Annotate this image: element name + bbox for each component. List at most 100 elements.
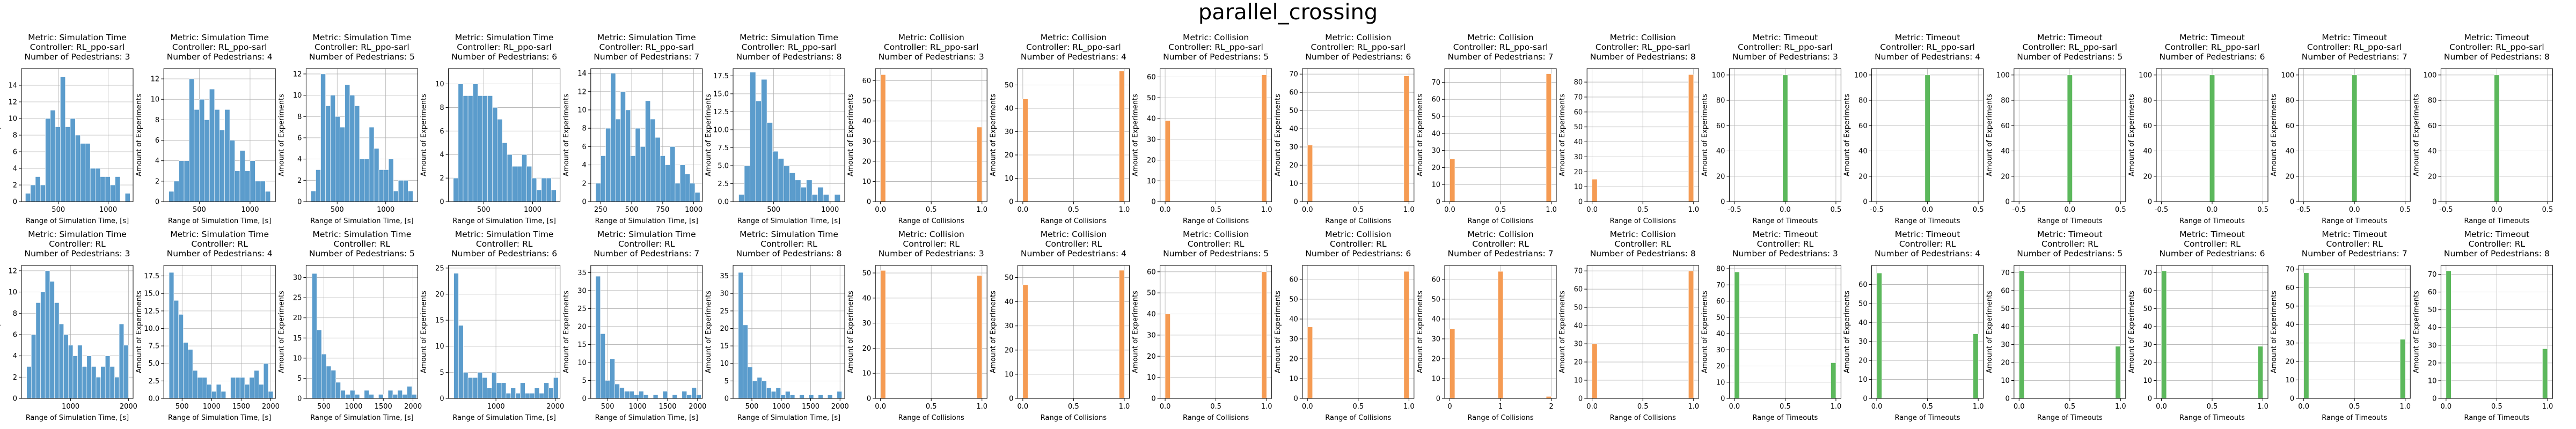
- x-tick-label: 0.0: [1871, 403, 1883, 411]
- histogram-bar: [808, 395, 814, 399]
- y-tick-label: 40: [2001, 323, 2010, 331]
- y-tick-label: 6: [13, 149, 17, 157]
- y-tick-label: 8: [13, 310, 17, 318]
- x-axis-label: Range of Simulation Time, [s]: [310, 217, 413, 225]
- x-tick-label: 0.5: [2399, 206, 2411, 214]
- x-tick-label: 1.0: [976, 206, 987, 214]
- panel-title-line: Number of Pedestrians: 4: [167, 249, 273, 258]
- y-tick-label: 40: [2001, 147, 2010, 156]
- y-tick-label: 30: [1289, 335, 1298, 343]
- histogram-bar: [1688, 270, 1694, 399]
- histogram-bar: [169, 191, 174, 202]
- y-tick-label: 10.0: [713, 126, 729, 134]
- histogram-bar: [259, 384, 264, 399]
- histogram-bar: [463, 95, 469, 202]
- x-tick-label: -0.5: [1870, 206, 1883, 214]
- panel-title-line: Number of Pedestrians: 3: [24, 52, 130, 62]
- panel-36: 0 10 20 30 40 50 60 70 0.0 0.5 1.0 Range of Timeout…: [2412, 230, 2553, 422]
- histogram-bar: [453, 273, 459, 399]
- histogram-bar: [65, 127, 71, 202]
- y-tick-label: 50: [1147, 94, 1156, 102]
- y-tick-label: 60: [2286, 122, 2295, 130]
- x-tick-label: 1000: [487, 403, 505, 411]
- x-axis-label: Range of Collisions: [1183, 414, 1249, 422]
- histogram-bar: [620, 91, 626, 202]
- y-axis-label: Amount of Experiments: [1132, 94, 1140, 176]
- histogram-bar: [250, 160, 255, 202]
- histogram-bar: [640, 146, 646, 202]
- histogram-bar: [507, 154, 513, 202]
- histogram-bar: [541, 177, 547, 202]
- y-tick-label: 60: [2286, 284, 2295, 292]
- histogram-bar: [245, 171, 251, 202]
- panel-title-line: Controller: RL_ppo-sarl: [599, 42, 694, 53]
- y-tick-label: 0: [1863, 395, 1867, 403]
- x-tick-label: 0.5: [2491, 403, 2502, 411]
- y-axis-label: Amount of Experiments: [705, 94, 713, 176]
- axes-frame: [163, 68, 276, 202]
- y-tick-label: 20: [2428, 173, 2437, 181]
- y-axis-label: Amount of Experiments: [2412, 94, 2420, 176]
- histogram-bar: [335, 116, 341, 202]
- y-tick-label: 40: [2286, 321, 2295, 329]
- histogram-bar: [72, 356, 78, 399]
- histogram-bar: [536, 189, 542, 202]
- histogram-bar: [54, 302, 60, 399]
- panel-27: 0 10 20 30 40 50 60 0.0 0.5 1.0 Range of Collision…: [1132, 230, 1272, 422]
- panel-title-line: Metric: Collision: [1325, 33, 1391, 42]
- panel-title-line: Number of Pedestrians: 8: [1590, 249, 1696, 258]
- panel-title-line: Metric: Timeout: [1753, 33, 1818, 42]
- x-axis-label: Range of Simulation Time, [s]: [26, 217, 129, 225]
- panel-title-line: Number of Pedestrians: 3: [1732, 249, 1838, 258]
- x-tick-label: 0.0: [1444, 206, 1455, 214]
- histogram-bar: [634, 394, 639, 399]
- histogram-bar: [1592, 179, 1598, 202]
- x-tick-label: 250: [594, 206, 608, 214]
- y-tick-label: 15: [577, 341, 587, 349]
- panel-35: 0 10 20 30 40 50 60 70 0.0 0.5 1.0 Range of Timeout…: [2270, 230, 2411, 422]
- panel-title-line: Controller: RL: [1614, 239, 1671, 249]
- histogram-bar: [1165, 314, 1170, 399]
- histogram-bar: [393, 190, 399, 202]
- histogram-bar: [105, 356, 111, 399]
- y-tick-label: 6: [13, 331, 17, 339]
- x-tick-label: 0.5: [1210, 206, 1221, 214]
- y-tick-label: 40: [2143, 323, 2152, 331]
- panel-title-line: Metric: Simulation Time: [28, 230, 127, 239]
- histogram-bar: [534, 388, 540, 399]
- histogram-bar: [453, 177, 459, 202]
- y-tick-label: 50: [2286, 302, 2295, 310]
- histogram-bar: [1688, 74, 1694, 202]
- histogram-bar: [645, 100, 651, 202]
- y-tick-label: 0.0: [718, 198, 729, 206]
- panel-title-line: Controller: RL: [618, 239, 675, 249]
- histogram-bar: [2399, 339, 2406, 399]
- x-tick-label: -0.5: [2155, 206, 2168, 214]
- panel-title-line: Number of Pedestrians: 4: [167, 52, 273, 62]
- x-tick-label: 0.5: [2207, 403, 2218, 411]
- y-tick-label: 20: [293, 314, 302, 322]
- y-tick-label: 7.5: [149, 343, 160, 351]
- x-tick-label: 500: [625, 206, 639, 214]
- x-axis-label: Range of Collisions: [898, 414, 964, 422]
- panel-11: 0 10 20 30 40 50 60 70 0.0 0.5 1.0 Range of Collisi…: [1416, 33, 1557, 225]
- histogram-bar: [1497, 271, 1504, 399]
- y-tick-label: 10: [1005, 175, 1014, 183]
- x-tick-label: -0.5: [2439, 206, 2453, 214]
- histogram-bar: [492, 107, 498, 202]
- y-tick-label: 40: [2286, 147, 2295, 156]
- histogram-bar: [2494, 75, 2500, 202]
- x-axis-label: Range of Timeouts: [2464, 217, 2529, 225]
- x-axis-label: Range of Timeouts: [1752, 217, 1818, 225]
- y-tick-label: 70: [2428, 271, 2437, 279]
- panel-24: 0 5 10 15 20 25 30 35 500 1000 1500 2000 Range of Si…: [705, 230, 849, 422]
- histogram-bar: [600, 156, 606, 202]
- y-tick-label: 8: [13, 132, 17, 140]
- x-tick-label: 0.5: [1210, 403, 1221, 411]
- y-tick-label: 2.5: [718, 180, 729, 188]
- panel-title-line: Controller: RL: [2469, 239, 2526, 249]
- panel-title-line: Controller: RL_ppo-sarl: [314, 42, 409, 53]
- y-tick-label: 20: [1574, 168, 1583, 176]
- y-tick-label: 20: [1005, 151, 1014, 159]
